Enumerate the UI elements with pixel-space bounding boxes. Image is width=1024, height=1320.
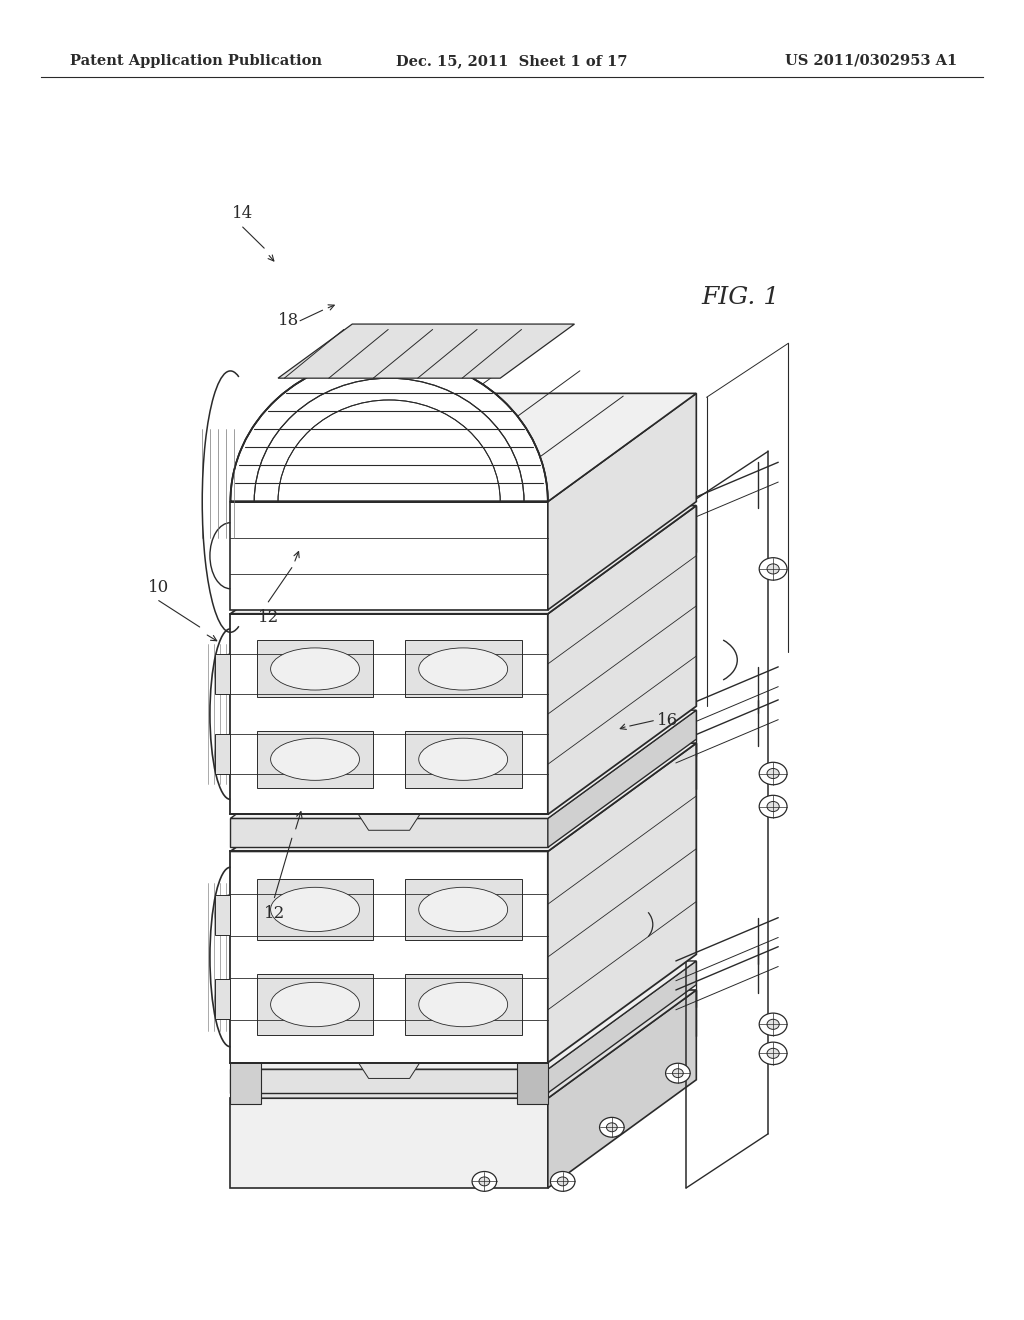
Text: 10: 10: [148, 579, 169, 595]
Ellipse shape: [600, 1117, 625, 1137]
Polygon shape: [230, 851, 548, 1063]
Ellipse shape: [551, 1172, 575, 1191]
Ellipse shape: [767, 564, 779, 574]
Ellipse shape: [419, 982, 508, 1027]
Polygon shape: [230, 502, 548, 610]
Polygon shape: [230, 743, 696, 851]
Ellipse shape: [557, 1177, 568, 1185]
Polygon shape: [257, 974, 374, 1035]
Polygon shape: [404, 879, 521, 940]
Polygon shape: [230, 614, 548, 814]
Ellipse shape: [270, 648, 359, 690]
Ellipse shape: [759, 1014, 787, 1035]
Polygon shape: [230, 710, 696, 818]
Polygon shape: [257, 640, 374, 697]
Polygon shape: [230, 818, 548, 847]
Ellipse shape: [419, 887, 508, 932]
Ellipse shape: [479, 1177, 489, 1185]
Polygon shape: [548, 961, 696, 1093]
Ellipse shape: [666, 1064, 690, 1082]
Ellipse shape: [270, 887, 359, 932]
Text: FIG. 1: FIG. 1: [701, 285, 779, 309]
Polygon shape: [230, 356, 548, 502]
Text: 16: 16: [657, 713, 679, 729]
Ellipse shape: [759, 795, 787, 817]
Ellipse shape: [673, 1069, 683, 1077]
Polygon shape: [257, 731, 374, 788]
Ellipse shape: [472, 1172, 497, 1191]
Polygon shape: [215, 655, 230, 694]
Polygon shape: [548, 393, 696, 610]
Text: 18: 18: [279, 313, 299, 329]
Text: Patent Application Publication: Patent Application Publication: [70, 54, 322, 67]
Polygon shape: [404, 640, 521, 697]
Polygon shape: [404, 974, 521, 1035]
Polygon shape: [215, 734, 230, 774]
Ellipse shape: [270, 738, 359, 780]
Text: Dec. 15, 2011  Sheet 1 of 17: Dec. 15, 2011 Sheet 1 of 17: [396, 54, 628, 67]
Polygon shape: [230, 1059, 261, 1104]
Polygon shape: [404, 731, 521, 788]
Ellipse shape: [767, 768, 779, 779]
Ellipse shape: [606, 1123, 617, 1131]
Ellipse shape: [767, 1019, 779, 1030]
Text: 14: 14: [232, 206, 253, 222]
Polygon shape: [548, 506, 696, 814]
Ellipse shape: [270, 982, 359, 1027]
Polygon shape: [548, 710, 696, 847]
Polygon shape: [230, 1098, 548, 1188]
Polygon shape: [257, 879, 374, 940]
Ellipse shape: [419, 648, 508, 690]
Ellipse shape: [759, 762, 787, 784]
Text: US 2011/0302953 A1: US 2011/0302953 A1: [785, 54, 957, 67]
Ellipse shape: [759, 557, 787, 581]
Polygon shape: [230, 990, 696, 1098]
Polygon shape: [230, 961, 696, 1069]
Polygon shape: [230, 506, 696, 614]
Polygon shape: [230, 1069, 548, 1093]
Polygon shape: [358, 814, 420, 830]
Polygon shape: [215, 895, 230, 935]
Ellipse shape: [767, 1048, 779, 1059]
Polygon shape: [279, 323, 574, 378]
Polygon shape: [215, 979, 230, 1019]
Polygon shape: [358, 1063, 420, 1078]
Ellipse shape: [767, 801, 779, 812]
Ellipse shape: [419, 738, 508, 780]
Text: 12: 12: [264, 906, 285, 921]
Ellipse shape: [759, 1041, 787, 1064]
Polygon shape: [517, 1059, 548, 1104]
Text: 12: 12: [258, 610, 279, 626]
Polygon shape: [230, 393, 696, 502]
Polygon shape: [548, 743, 696, 1063]
Polygon shape: [548, 990, 696, 1188]
